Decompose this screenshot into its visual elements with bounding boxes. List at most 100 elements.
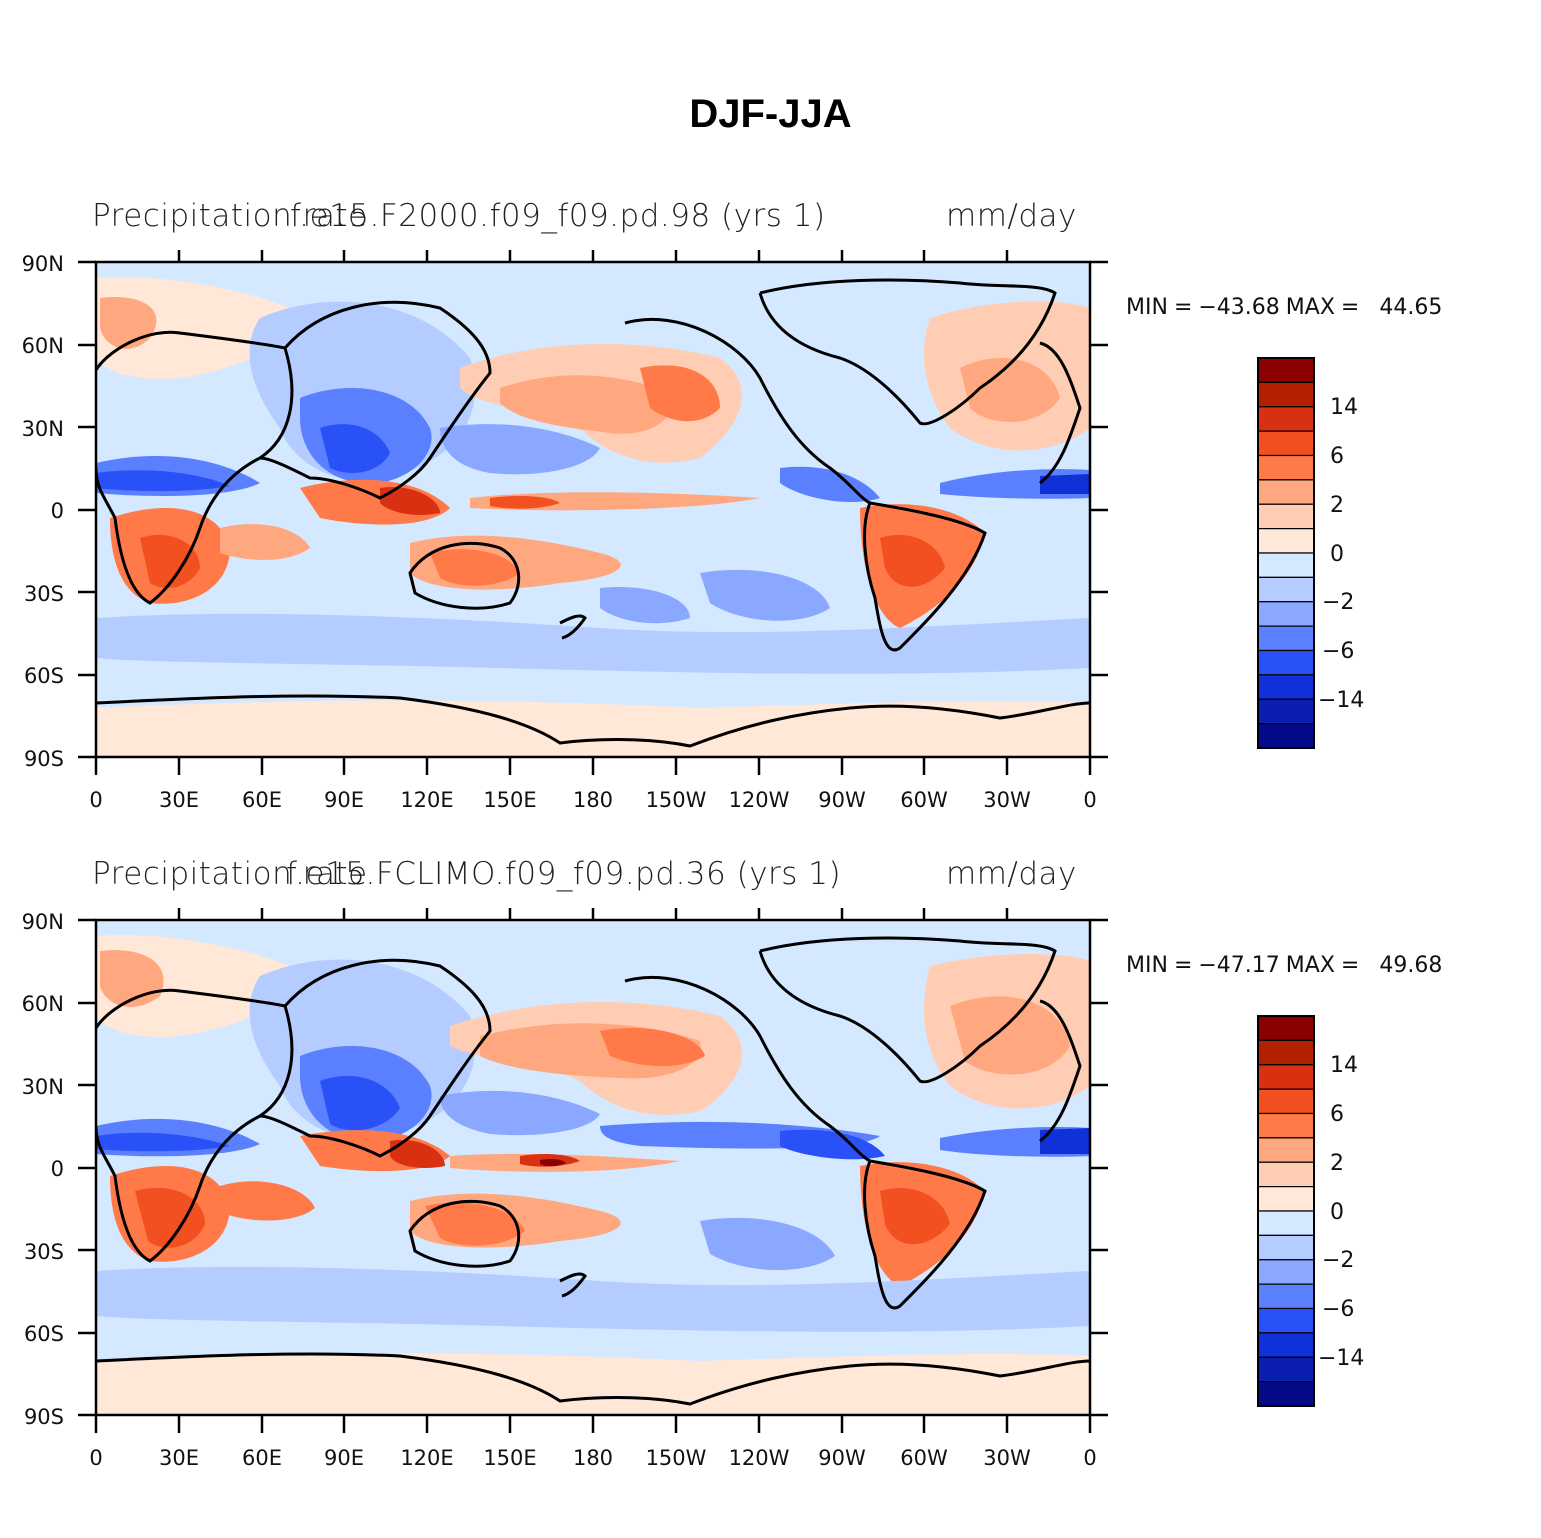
colorbar-swatch: [1257, 1307, 1315, 1334]
colorbar-swatch: [1257, 601, 1315, 627]
lat-label-90s: 90S: [23, 747, 64, 771]
colorbar-swatch: [1257, 1137, 1315, 1163]
lon-label-180: 180: [572, 788, 614, 812]
colorbar-swatch: [1257, 1381, 1315, 1407]
colorbar-swatch: [1257, 1186, 1315, 1212]
colorbar-label: 2: [1330, 1151, 1344, 1176]
panel-left-title: Precipitation rate: [92, 198, 368, 234]
lon-label-120w: 120W: [728, 1446, 790, 1470]
lon-label-30e: 30E: [159, 788, 199, 812]
max-label: MAX: [1285, 953, 1335, 978]
min-value: −43.68: [1198, 295, 1280, 320]
lon-label-0: 0: [89, 788, 103, 812]
colorbar-swatch: [1257, 1234, 1315, 1261]
colorbar-swatch: [1257, 503, 1315, 530]
lon-label-30e: 30E: [159, 1446, 199, 1470]
colorbar-label: 2: [1330, 493, 1344, 518]
lon-label-60e: 60E: [242, 1446, 282, 1470]
map-panel-bottom: Precipitation rate f.e15.FCLIMO.f09_f09.…: [0, 856, 1541, 1516]
max-value: 44.65: [1379, 295, 1443, 320]
colorbar-swatch: [1257, 698, 1315, 725]
colorbar-label: −14: [1318, 688, 1365, 713]
max-equals: =: [1340, 953, 1360, 978]
colorbar-swatch: [1257, 723, 1315, 749]
max-equals: =: [1340, 295, 1360, 320]
colorbar-label: −6: [1322, 639, 1355, 664]
panel-units: mm/day: [946, 856, 1077, 892]
lat-label-30s: 30S: [23, 582, 64, 606]
min-max-readout: MIN = −43.68 MAX = 44.65: [1126, 295, 1448, 320]
colorbar-swatch: [1257, 528, 1315, 554]
panel-units: mm/day: [946, 198, 1077, 234]
lat-label-30n: 30N: [21, 417, 64, 441]
colorbar-swatch: [1257, 454, 1315, 481]
lon-label-150w: 150W: [645, 1446, 707, 1470]
colorbar-swatch: [1257, 430, 1315, 457]
min-equals: =: [1173, 953, 1193, 978]
lon-label-90w: 90W: [818, 788, 866, 812]
colorbar-bottom: [1257, 1015, 1315, 1407]
panel-case-title: f.e15.F2000.f09_f09.pd.98 (yrs 1): [290, 198, 826, 234]
lon-label-0-right: 0: [1083, 788, 1097, 812]
precipitation-map-bottom: [78, 908, 1315, 1433]
lon-label-150e: 150E: [483, 788, 537, 812]
lat-label-60s: 60S: [23, 664, 64, 688]
lon-label-60e: 60E: [242, 788, 282, 812]
lon-label-150w: 150W: [645, 788, 707, 812]
colorbar-swatch: [1257, 576, 1315, 603]
panel-left-title: Precipitation rate: [92, 856, 368, 892]
colorbar-label: −2: [1322, 1248, 1355, 1273]
lon-label-120e: 120E: [400, 788, 454, 812]
max-value: 49.68: [1379, 953, 1443, 978]
min-equals: =: [1173, 295, 1193, 320]
colorbar-label: 14: [1330, 395, 1358, 420]
lat-label-0: 0: [50, 499, 64, 523]
lat-label-0: 0: [50, 1157, 64, 1181]
colorbar-swatch: [1257, 1332, 1315, 1358]
colorbar-label: 6: [1330, 1102, 1344, 1127]
colorbar-swatch: [1257, 406, 1315, 432]
lat-label-90s: 90S: [23, 1405, 64, 1429]
colorbar-label: 0: [1330, 542, 1344, 567]
lat-label-60n: 60N: [21, 992, 64, 1016]
colorbar-swatch: [1257, 357, 1315, 383]
lon-label-90e: 90E: [324, 788, 364, 812]
lon-label-120w: 120W: [728, 788, 790, 812]
colorbar-swatch: [1257, 625, 1315, 652]
lon-label-180: 180: [572, 1446, 614, 1470]
lat-label-60s: 60S: [23, 1322, 64, 1346]
colorbar-swatch: [1257, 649, 1315, 676]
colorbar-label: −6: [1322, 1297, 1355, 1322]
colorbar-swatch: [1257, 1088, 1315, 1115]
colorbar-swatch: [1257, 1112, 1315, 1139]
colorbar-swatch: [1257, 479, 1315, 505]
lon-label-30w: 30W: [983, 788, 1031, 812]
colorbar-swatch: [1257, 1161, 1315, 1188]
lon-label-60w: 60W: [900, 1446, 948, 1470]
max-label: MAX: [1285, 295, 1335, 320]
map-panel-top: Precipitation rate f.e15.F2000.f09_f09.p…: [0, 198, 1541, 858]
colorbar-swatch: [1257, 1039, 1315, 1066]
colorbar-swatch: [1257, 1356, 1315, 1383]
lat-label-30n: 30N: [21, 1075, 64, 1099]
min-label: MIN: [1126, 295, 1168, 320]
colorbar-label: 0: [1330, 1200, 1344, 1225]
min-value: −47.17: [1198, 953, 1280, 978]
lat-label-30s: 30S: [23, 1240, 64, 1264]
colorbar-label: 6: [1330, 444, 1344, 469]
min-max-readout: MIN = −47.17 MAX = 49.68: [1126, 953, 1448, 978]
panel-case-title: f.e15.FCLIMO.f09_f09.pd.36 (yrs 1): [286, 856, 842, 892]
lon-label-120e: 120E: [400, 1446, 454, 1470]
lon-label-90e: 90E: [324, 1446, 364, 1470]
colorbar-swatch: [1257, 1283, 1315, 1310]
colorbar-swatch: [1257, 381, 1315, 408]
lat-label-90n: 90N: [21, 252, 64, 276]
colorbar-frame: [1257, 357, 1315, 749]
min-label: MIN: [1126, 953, 1168, 978]
lon-label-30w: 30W: [983, 1446, 1031, 1470]
colorbar-swatch: [1257, 674, 1315, 700]
colorbar-swatch: [1257, 552, 1315, 578]
lon-label-0-right: 0: [1083, 1446, 1097, 1470]
colorbar-swatch: [1257, 1210, 1315, 1236]
lon-label-150e: 150E: [483, 1446, 537, 1470]
